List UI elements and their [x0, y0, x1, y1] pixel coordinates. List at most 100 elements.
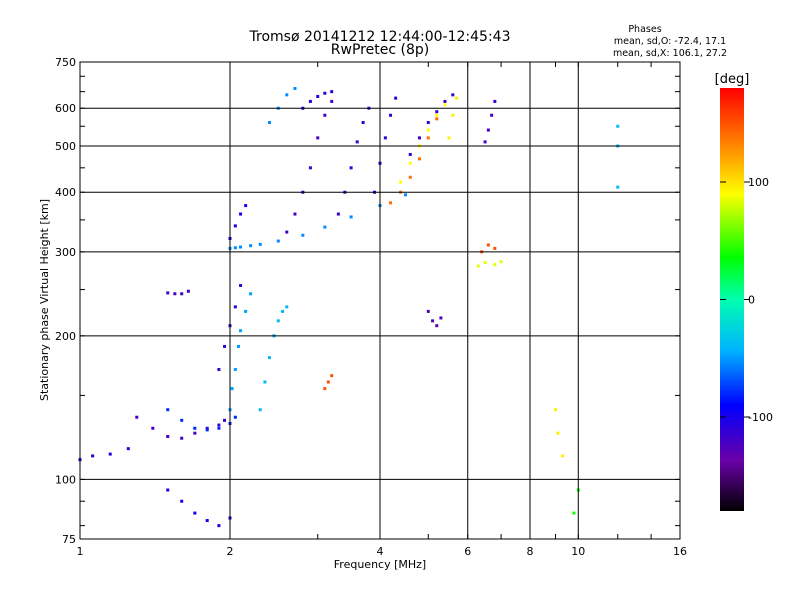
- x-tick-label: 8: [527, 545, 534, 558]
- y-tick-label: 200: [55, 330, 76, 343]
- data-point: [244, 204, 248, 208]
- y-tick-label: 100: [55, 473, 76, 486]
- data-point: [223, 418, 227, 422]
- data-point: [323, 113, 327, 117]
- data-point: [408, 175, 412, 179]
- y-tick-label: 400: [55, 186, 76, 199]
- data-point: [166, 408, 170, 412]
- data-point: [263, 380, 267, 384]
- x-tick-label: 1: [77, 545, 84, 558]
- data-point: [451, 113, 455, 117]
- data-point: [151, 426, 155, 430]
- data-point: [180, 499, 184, 503]
- data-point: [323, 225, 327, 229]
- colorbar-tick-label: -100: [748, 411, 773, 424]
- data-point: [316, 94, 320, 98]
- data-point: [451, 93, 455, 97]
- colorbar-label: [deg]: [715, 72, 750, 87]
- data-point: [417, 136, 421, 140]
- y-tick-label: 500: [55, 140, 76, 153]
- data-point: [223, 344, 227, 348]
- data-point: [439, 316, 443, 320]
- data-point: [276, 239, 280, 243]
- colorbar-tick-label: 0: [748, 294, 755, 307]
- data-point: [493, 246, 497, 250]
- data-point: [236, 344, 240, 348]
- data-point: [233, 415, 237, 419]
- data-point: [435, 117, 439, 121]
- stats-heading: Phases: [628, 24, 661, 35]
- data-point: [285, 230, 289, 234]
- data-point: [180, 292, 184, 296]
- data-point: [233, 224, 237, 228]
- data-point: [230, 387, 234, 391]
- stats-line-x: mean, sd,X: 106.1, 27.2: [613, 48, 727, 59]
- data-point: [308, 99, 312, 103]
- data-point: [556, 431, 560, 435]
- grid-lines: [80, 62, 680, 539]
- chart-subtitle: RwPretec (8p): [331, 42, 429, 58]
- data-point: [426, 121, 430, 125]
- data-point: [399, 180, 403, 184]
- data-point: [308, 166, 312, 170]
- data-point: [486, 128, 490, 132]
- data-point: [126, 447, 130, 451]
- data-point: [293, 86, 297, 90]
- data-point: [301, 233, 305, 237]
- data-point: [91, 454, 95, 458]
- chart-title: Tromsø 20141212 12:44:00-12:45:43: [249, 29, 511, 45]
- data-point: [561, 454, 565, 458]
- data-point: [205, 428, 209, 432]
- data-point: [336, 212, 340, 216]
- data-point: [205, 519, 209, 523]
- data-point: [267, 121, 271, 125]
- data-point: [135, 415, 139, 419]
- data-point: [616, 124, 620, 128]
- data-point: [443, 99, 447, 103]
- data-point: [408, 161, 412, 165]
- y-tick-label: 600: [55, 102, 76, 115]
- data-point: [239, 212, 243, 216]
- data-point: [180, 436, 184, 440]
- data-point: [173, 292, 177, 296]
- data-point: [483, 140, 487, 144]
- data-point: [499, 260, 503, 264]
- x-axis-label: Frequency [MHz]: [334, 558, 426, 571]
- data-point: [443, 103, 447, 107]
- data-point: [193, 431, 197, 435]
- data-point: [476, 264, 480, 268]
- y-tick-label: 750: [55, 56, 76, 69]
- x-tick-labels: 1 2 4 6 8 10 16: [77, 545, 688, 558]
- y-tick-label: 300: [55, 246, 76, 259]
- data-point: [249, 292, 253, 296]
- data-point: [186, 289, 190, 293]
- x-tick-label: 6: [464, 545, 471, 558]
- data-point: [361, 121, 365, 125]
- data-point: [490, 113, 494, 117]
- data-point: [493, 263, 497, 267]
- data-point: [316, 136, 320, 140]
- y-tick-label: 75: [62, 533, 76, 546]
- data-point: [293, 212, 297, 216]
- data-point: [435, 110, 439, 114]
- data-point: [483, 260, 487, 264]
- data-point: [355, 140, 359, 144]
- data-point: [330, 90, 334, 94]
- data-point: [281, 309, 285, 313]
- data-point: [258, 408, 262, 412]
- data-point: [244, 309, 248, 313]
- data-point: [239, 245, 243, 249]
- data-point: [285, 93, 289, 97]
- data-point: [258, 242, 262, 246]
- x-tick-label: 16: [673, 545, 687, 558]
- data-point: [349, 166, 353, 170]
- stats-line-o: mean, sd,O: -72.4, 17.1: [614, 36, 726, 47]
- data-point: [330, 374, 334, 378]
- data-point: [417, 157, 421, 161]
- data-point: [572, 511, 576, 515]
- data-point: [249, 244, 253, 248]
- data-point: [239, 329, 243, 333]
- colorbar-ticks: 100 0 -100: [720, 176, 773, 424]
